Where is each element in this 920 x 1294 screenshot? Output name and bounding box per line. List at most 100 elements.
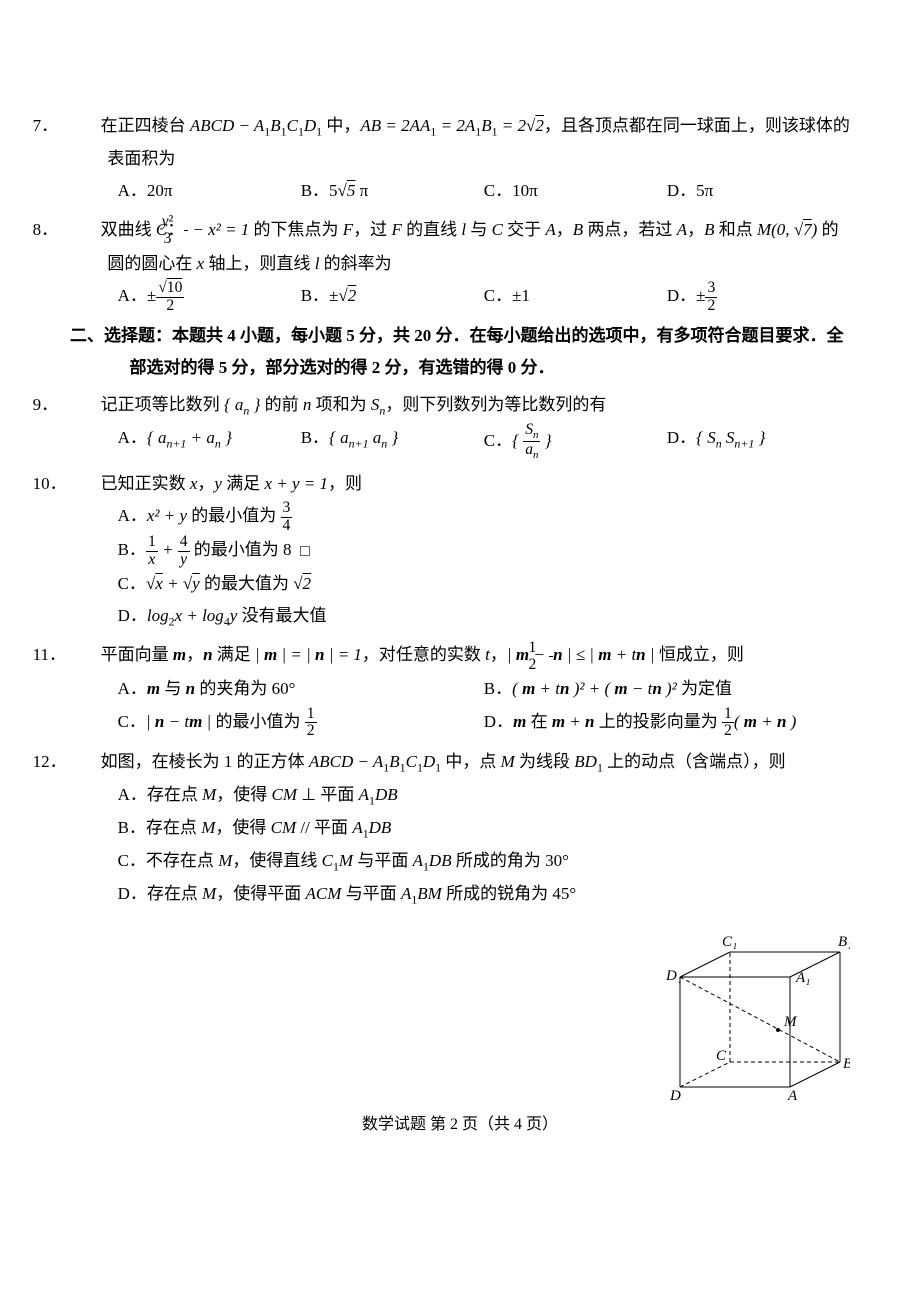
question-7: 7．在正四棱台 ABCD − A1B1C1D1 中，AB = 2AA1 = 2A… (70, 110, 850, 208)
q7-text-a: 在正四棱台 (101, 116, 190, 135)
fig-M: M (783, 1014, 798, 1030)
q10-text-d: ，则 (328, 474, 362, 493)
q8-text-a: 双曲线 (101, 220, 156, 239)
q11-opt-a: A．m 与 n 的夹角为 60° (118, 673, 484, 705)
q8-text-f: 交于 (503, 220, 546, 239)
q7-number: 7． (70, 110, 101, 142)
q8-F1: F (343, 220, 353, 239)
q12-text-d: 上的动点（含端点），则 (603, 752, 786, 771)
q12-opt-c: C．不存在点 M，使得直线 C1M 与平面 A1DB 所成的角为 30° (118, 845, 640, 878)
q9-stem: 9．记正项等比数列 { an } 的前 n 项和为 Sn，则下列数列为等比数列的… (70, 389, 850, 422)
q8-text-c: ，过 (353, 220, 391, 239)
q9-opt-a: A．{ an+1 + an } (118, 422, 301, 462)
q8-stem: 8．双曲线 C：y²3 − x² = 1 的下焦点为 F，过 F 的直线 l 与… (70, 214, 850, 280)
question-10: 10．已知正实数 x，y 满足 x + y = 1，则 A．x² + y 的最小… (70, 468, 850, 634)
q10-eq: x + y = 1 (264, 474, 328, 493)
fig-A1: A₁ (795, 970, 810, 986)
q11-text-c: 满足 (213, 645, 256, 664)
q8-B: B (573, 220, 583, 239)
q9-number: 9． (70, 389, 101, 421)
q8-text-e: 与 (466, 220, 492, 239)
q8-options: A．±√102 B．±√2 C．±1 D．±32 (70, 280, 850, 314)
q11-text-b: ， (186, 645, 203, 664)
question-9: 9．记正项等比数列 { an } 的前 n 项和为 Sn，则下列数列为等比数列的… (70, 389, 850, 462)
q8-text-k: 的斜率为 (319, 254, 391, 273)
q12-text-a: 如图，在棱长为 1 的正方体 (101, 752, 309, 771)
q8-B2: B (704, 220, 714, 239)
q8-opt-d-pre: D．± (667, 286, 706, 305)
q9-sn: Sn (371, 395, 385, 414)
q8-number: 8． (70, 214, 101, 246)
q9-options: A．{ an+1 + an } B．{ an+1 an } C．{ Snan }… (70, 422, 850, 462)
q8-opt-c: C．±1 (484, 280, 667, 314)
q10-options: A．x² + y 的最小值为 34 B．1x + 4y 的最小值为 8 C．√x… (70, 500, 850, 633)
q8-C2: C (492, 220, 503, 239)
q12-text-c: 为线段 (515, 752, 575, 771)
q11-text-e: ， (490, 645, 507, 664)
q12-text-b: 中，点 (441, 752, 501, 771)
q8-opt-b: B．±√2 (301, 280, 484, 314)
question-11: 11．平面向量 m，n 满足 | m | = | n | = 1，对任意的实数 … (70, 639, 850, 739)
fig-B: B (843, 1056, 850, 1072)
q8-text-g: 两点，若过 (583, 220, 677, 239)
q11-eq1: | m | = | n | = 1 (255, 645, 362, 664)
q11-text-a: 平面向量 (101, 645, 173, 664)
q9-an: { an } (224, 395, 261, 414)
q10-text-b: ， (197, 474, 214, 493)
q12-opt-d: D．存在点 M，使得平面 ACM 与平面 A1BM 所成的锐角为 45° (118, 878, 640, 911)
q11-opt-b: B．( m + tn )² + ( m − tn )² 为定值 (484, 673, 850, 705)
q10-opt-d: D．log2x + log4y 没有最大值 (118, 600, 850, 633)
q11-options: A．m 与 n 的夹角为 60° B．( m + tn )² + ( m − t… (70, 673, 850, 739)
fig-B1: B₁ (838, 934, 850, 950)
q11-opt-c: C．| n − tm | 的最小值为 12 (118, 706, 484, 740)
q11-text-d: ，对任意的实数 (362, 645, 485, 664)
q7-opt-c: C．10π (484, 175, 667, 207)
q8-A2: A (677, 220, 687, 239)
question-12: 12．如图，在棱长为 1 的正方体 ABCD − A1B1C1D1 中，点 M … (70, 746, 850, 911)
q8-text-j: 轴上，则直线 (204, 254, 315, 273)
q7-opt-b: B．5√5 π (301, 175, 484, 207)
q7-stem: 7．在正四棱台 ABCD − A1B1C1D1 中，AB = 2AA1 = 2A… (70, 110, 850, 175)
cube-figure: D₁ C₁ B₁ A₁ D C B A M (660, 932, 850, 1102)
page-footer: 数学试题 第 2 页（共 4 页） (0, 1110, 920, 1140)
fig-D: D (669, 1088, 681, 1102)
q10-opt-a: A．x² + y 的最小值为 34 (118, 500, 850, 534)
q7-text-b: 中， (322, 116, 360, 135)
q10-stem: 10．已知正实数 x，y 满足 x + y = 1，则 (70, 468, 850, 500)
q7-math-1: ABCD − A1B1C1D1 (190, 116, 322, 135)
fig-C: C (716, 1048, 727, 1064)
q8-text-b: 的下焦点为 (249, 220, 343, 239)
q9-text-d: ，则下列数列为等比数列的有 (385, 395, 606, 414)
q11-text-f: 恒成立，则 (655, 645, 744, 664)
q11-opt-d: D．m 在 m + n 上的投影向量为 12( m + n ) (484, 706, 850, 740)
q12-solid: ABCD − A1B1C1D1 (309, 752, 441, 771)
q9-text-a: 记正项等比数列 (101, 395, 224, 414)
q8-text-h: 和点 (714, 220, 757, 239)
fig-A: A (787, 1088, 798, 1102)
exam-page: 7．在正四棱台 ABCD − A1B1C1D1 中，AB = 2AA1 = 2A… (0, 0, 920, 1180)
q11-ineq: | m − 12n | ≤ | m + tn | (507, 645, 655, 664)
q8-M: M(0, √7) (757, 220, 817, 239)
q10-opt-b: B．1x + 4y 的最小值为 8 (118, 534, 850, 568)
q10-text-c: 满足 (222, 474, 265, 493)
section-2-header: 二、选择题：本题共 4 小题，每小题 5 分，共 20 分．在每小题给出的选项中… (70, 320, 850, 385)
q8-opt-a-pre: A．± (118, 286, 157, 305)
q9-opt-b: B．{ an+1 an } (301, 422, 484, 462)
q11-n: n (203, 645, 212, 664)
q12-opt-b: B．存在点 M，使得 CM // 平面 A1DB (118, 812, 640, 845)
q12-stem: 12．如图，在棱长为 1 的正方体 ABCD − A1B1C1D1 中，点 M … (70, 746, 850, 779)
q9-text-b: 的前 (260, 395, 303, 414)
square-mark-icon (300, 546, 310, 556)
q8-A: A (545, 220, 555, 239)
q10-number: 10． (70, 468, 101, 500)
q11-m: m (173, 645, 186, 664)
q10-opt-c: C．√x + √y 的最大值为 √2 (118, 568, 850, 600)
q8-opt-a: A．±√102 (118, 280, 301, 314)
q7-opt-d: D．5π (667, 175, 850, 207)
q12-BD1: BD1 (574, 752, 603, 771)
q12-options: A．存在点 M，使得 CM ⊥ 平面 A1DB B．存在点 M，使得 CM //… (70, 779, 850, 911)
q9-opt-d: D．{ Sn Sn+1 } (667, 422, 850, 462)
q9-text-c: 项和为 (311, 395, 371, 414)
question-8: 8．双曲线 C：y²3 − x² = 1 的下焦点为 F，过 F 的直线 l 与… (70, 214, 850, 314)
q7-options: A．20π B．5√5 π C．10π D．5π (70, 175, 850, 207)
